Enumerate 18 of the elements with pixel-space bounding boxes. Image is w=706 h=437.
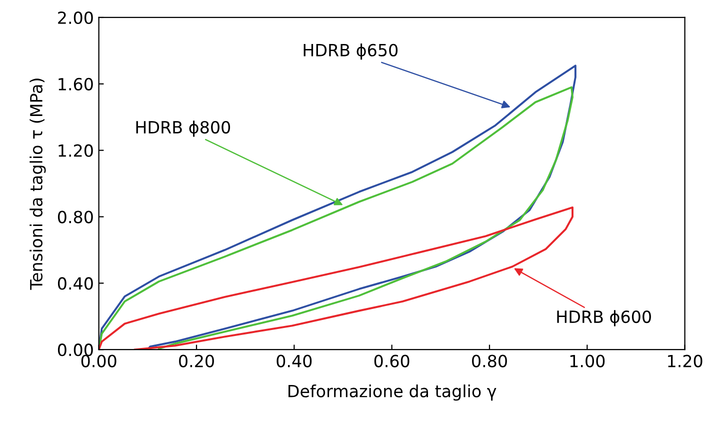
x-axis-title: Deformazione da taglio γ: [288, 384, 496, 401]
x-tick-label: 0.20: [179, 354, 214, 368]
x-tick-label: 0.60: [374, 354, 410, 368]
x-tick-label: 0.40: [276, 354, 312, 368]
annotation: HDRB ϕ650: [304, 44, 398, 60]
annotation: HDRB ϕ600: [557, 310, 651, 326]
y-tick-label: 0.00: [58, 344, 93, 356]
x-tick-label: 0.80: [472, 354, 507, 368]
y-tick-label: 1.20: [58, 144, 93, 157]
y-tick-label: 0.80: [58, 210, 93, 224]
y-axis-title: Tensioni da taglio τ (MPa): [30, 78, 46, 290]
y-tick-label: 1.60: [58, 78, 93, 90]
annotation: HDRB ϕ800: [136, 120, 230, 137]
x-tick-label: 0.00: [81, 354, 116, 368]
x-tick-label: 1.00: [570, 354, 605, 368]
y-tick-label: 0.40: [58, 277, 93, 290]
y-tick-label: 2.00: [58, 11, 93, 24]
x-tick-label: 1.20: [668, 354, 702, 368]
